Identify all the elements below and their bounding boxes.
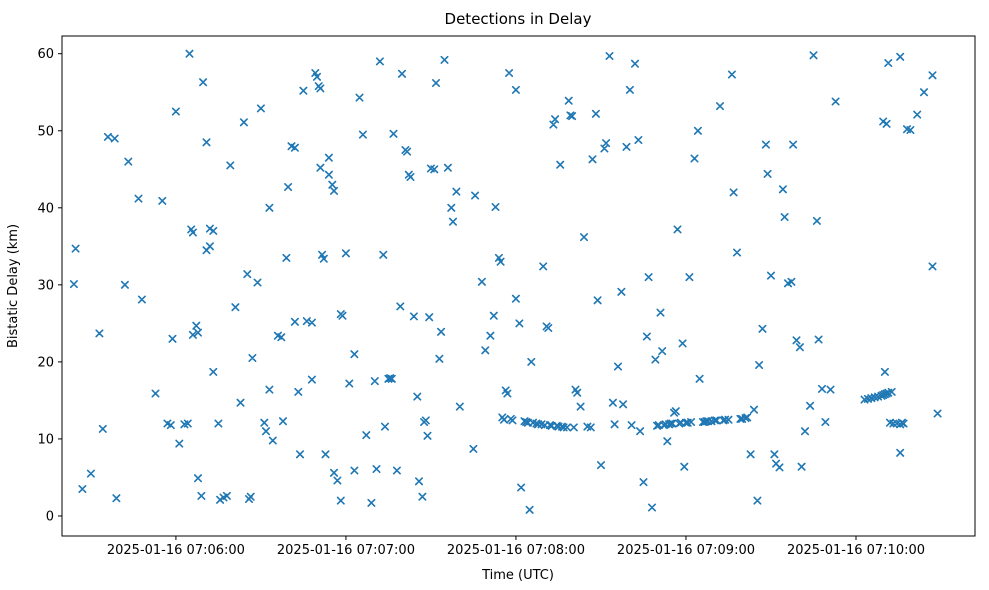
axes-frame	[61, 35, 976, 537]
x-tick-label: 2025-01-16 07:09:00	[617, 543, 755, 558]
y-tick-label: 60	[37, 47, 54, 62]
x-tick-label: 2025-01-16 07:08:00	[447, 543, 585, 558]
y-tick-label: 10	[37, 432, 54, 447]
y-axis-label: Bistatic Delay (km)	[6, 224, 21, 348]
x-axis-ticks: 2025-01-16 07:06:00 2025-01-16 07:07:00 20…	[107, 536, 925, 558]
x-axis-label: Time (UTC)	[481, 568, 554, 583]
scatter-points-layer	[69, 49, 942, 514]
y-tick-label: 30	[37, 278, 54, 293]
x-tick-label: 2025-01-16 07:07:00	[277, 543, 415, 558]
chart-title: Detections in Delay	[445, 10, 592, 28]
y-tick-label: 0	[46, 509, 54, 524]
y-tick-label: 50	[37, 124, 54, 139]
y-tick-label: 20	[37, 355, 54, 370]
scatter-points	[69, 49, 942, 514]
y-tick-label: 40	[37, 201, 54, 216]
y-axis-ticks: 0 10 20 30 40 50 60	[37, 47, 62, 524]
x-tick-label: 2025-01-16 07:06:00	[107, 543, 245, 558]
x-tick-label: 2025-01-16 07:10:00	[787, 543, 925, 558]
